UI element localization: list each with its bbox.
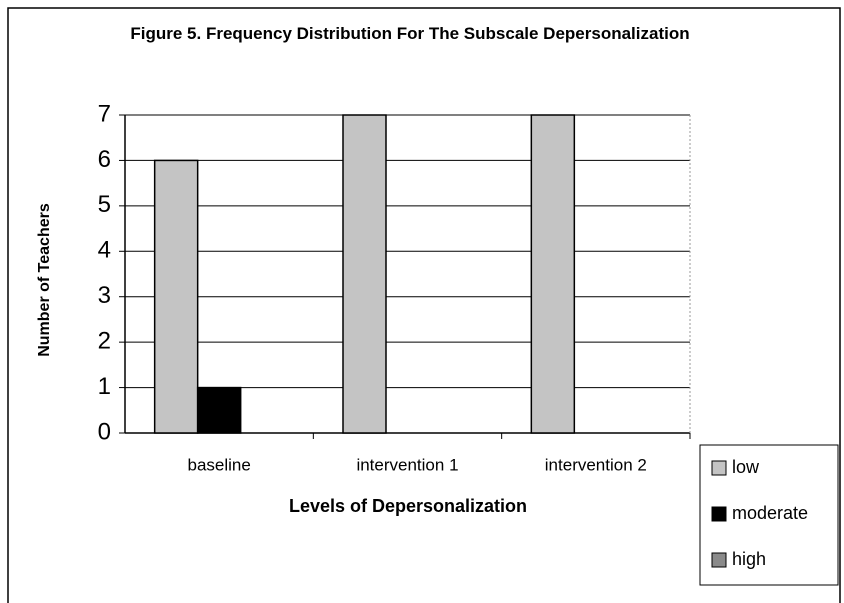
x-tick-label: baseline	[188, 455, 251, 474]
chart-frame	[7, 7, 841, 603]
y-tick-label: 1	[98, 373, 111, 400]
y-tick-label: 7	[98, 100, 111, 127]
legend-label: high	[732, 549, 766, 569]
legend-swatch	[711, 506, 727, 522]
bar	[530, 114, 576, 434]
x-axis-label: Levels of Depersonalization	[289, 496, 527, 516]
legend-label: low	[732, 457, 760, 477]
y-tick-label: 2	[98, 327, 111, 354]
y-tick-label: 4	[98, 237, 111, 264]
y-tick-label: 5	[98, 191, 111, 218]
bar	[342, 114, 387, 434]
x-tick-label: intervention 2	[545, 455, 647, 474]
y-axis-label: Number of Teachers	[36, 203, 53, 357]
legend-swatch	[711, 460, 727, 476]
bar	[153, 159, 199, 434]
chart-title: Figure 5. Frequency Distribution For The…	[130, 24, 690, 43]
y-tick-label: 0	[98, 418, 111, 445]
y-tick-label: 6	[98, 146, 111, 173]
legend-swatch	[711, 552, 727, 568]
x-tick-label: intervention 1	[356, 455, 458, 474]
y-tick-label: 3	[98, 282, 111, 309]
bar	[196, 386, 242, 434]
legend-label: moderate	[732, 503, 808, 523]
